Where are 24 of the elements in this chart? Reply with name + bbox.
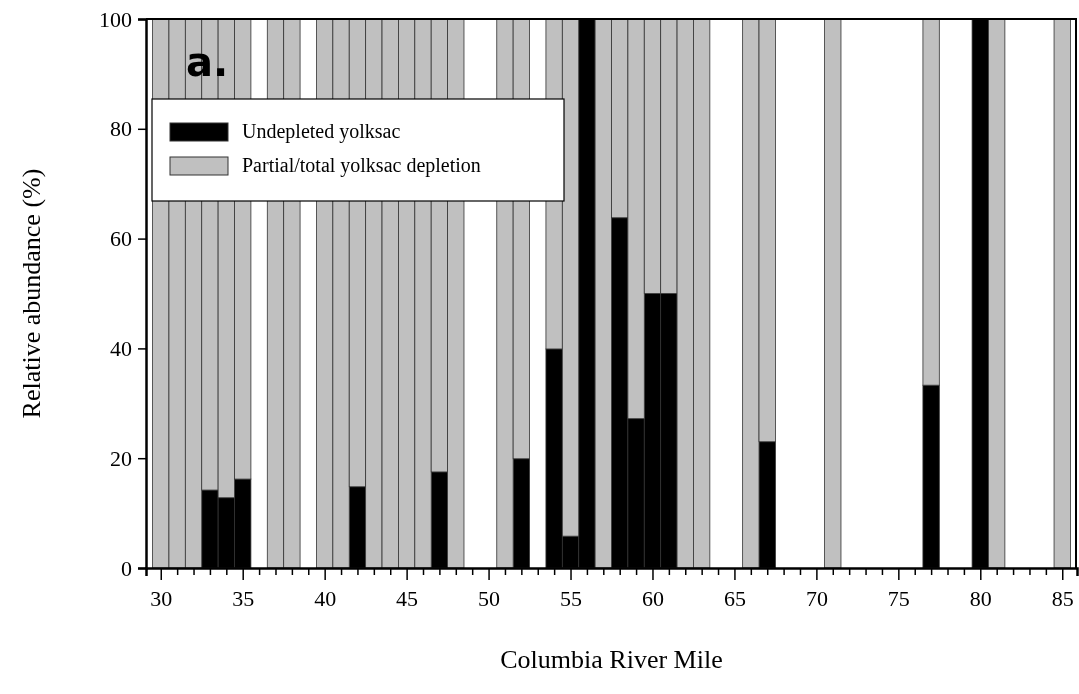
y-tick-label: 40 [110, 335, 132, 361]
bar [1053, 18, 1071, 569]
x-tick-label: 30 [150, 585, 173, 611]
x-tick-label: 50 [478, 585, 501, 611]
x-axis-title: Columbia River Mile [500, 645, 723, 674]
x-tick-label: 35 [232, 585, 255, 611]
x-tick-label: 75 [887, 585, 910, 611]
y-tick-label: 80 [110, 116, 132, 142]
x-tick-label: 70 [805, 585, 828, 611]
x-tick-label: 65 [723, 585, 746, 611]
x-tick-label: 60 [641, 585, 664, 611]
x-tick-label: 45 [396, 585, 419, 611]
y-tick-label: 60 [110, 226, 132, 252]
legend-label: Undepleted yolksac [242, 120, 401, 143]
y-tick-label: 20 [110, 445, 132, 471]
bar [824, 18, 842, 569]
legend-label: Partial/total yolksac depletion [242, 154, 481, 177]
x-tick-label: 80 [969, 585, 992, 611]
x-tick-label: 55 [560, 585, 583, 611]
y-axis-title: Relative abundance (%) [17, 168, 46, 419]
y-tick-label: 100 [99, 6, 132, 32]
x-tick-label: 40 [314, 585, 337, 611]
y-tick-label: 0 [121, 555, 132, 581]
x-tick-label: 85 [1051, 585, 1074, 611]
